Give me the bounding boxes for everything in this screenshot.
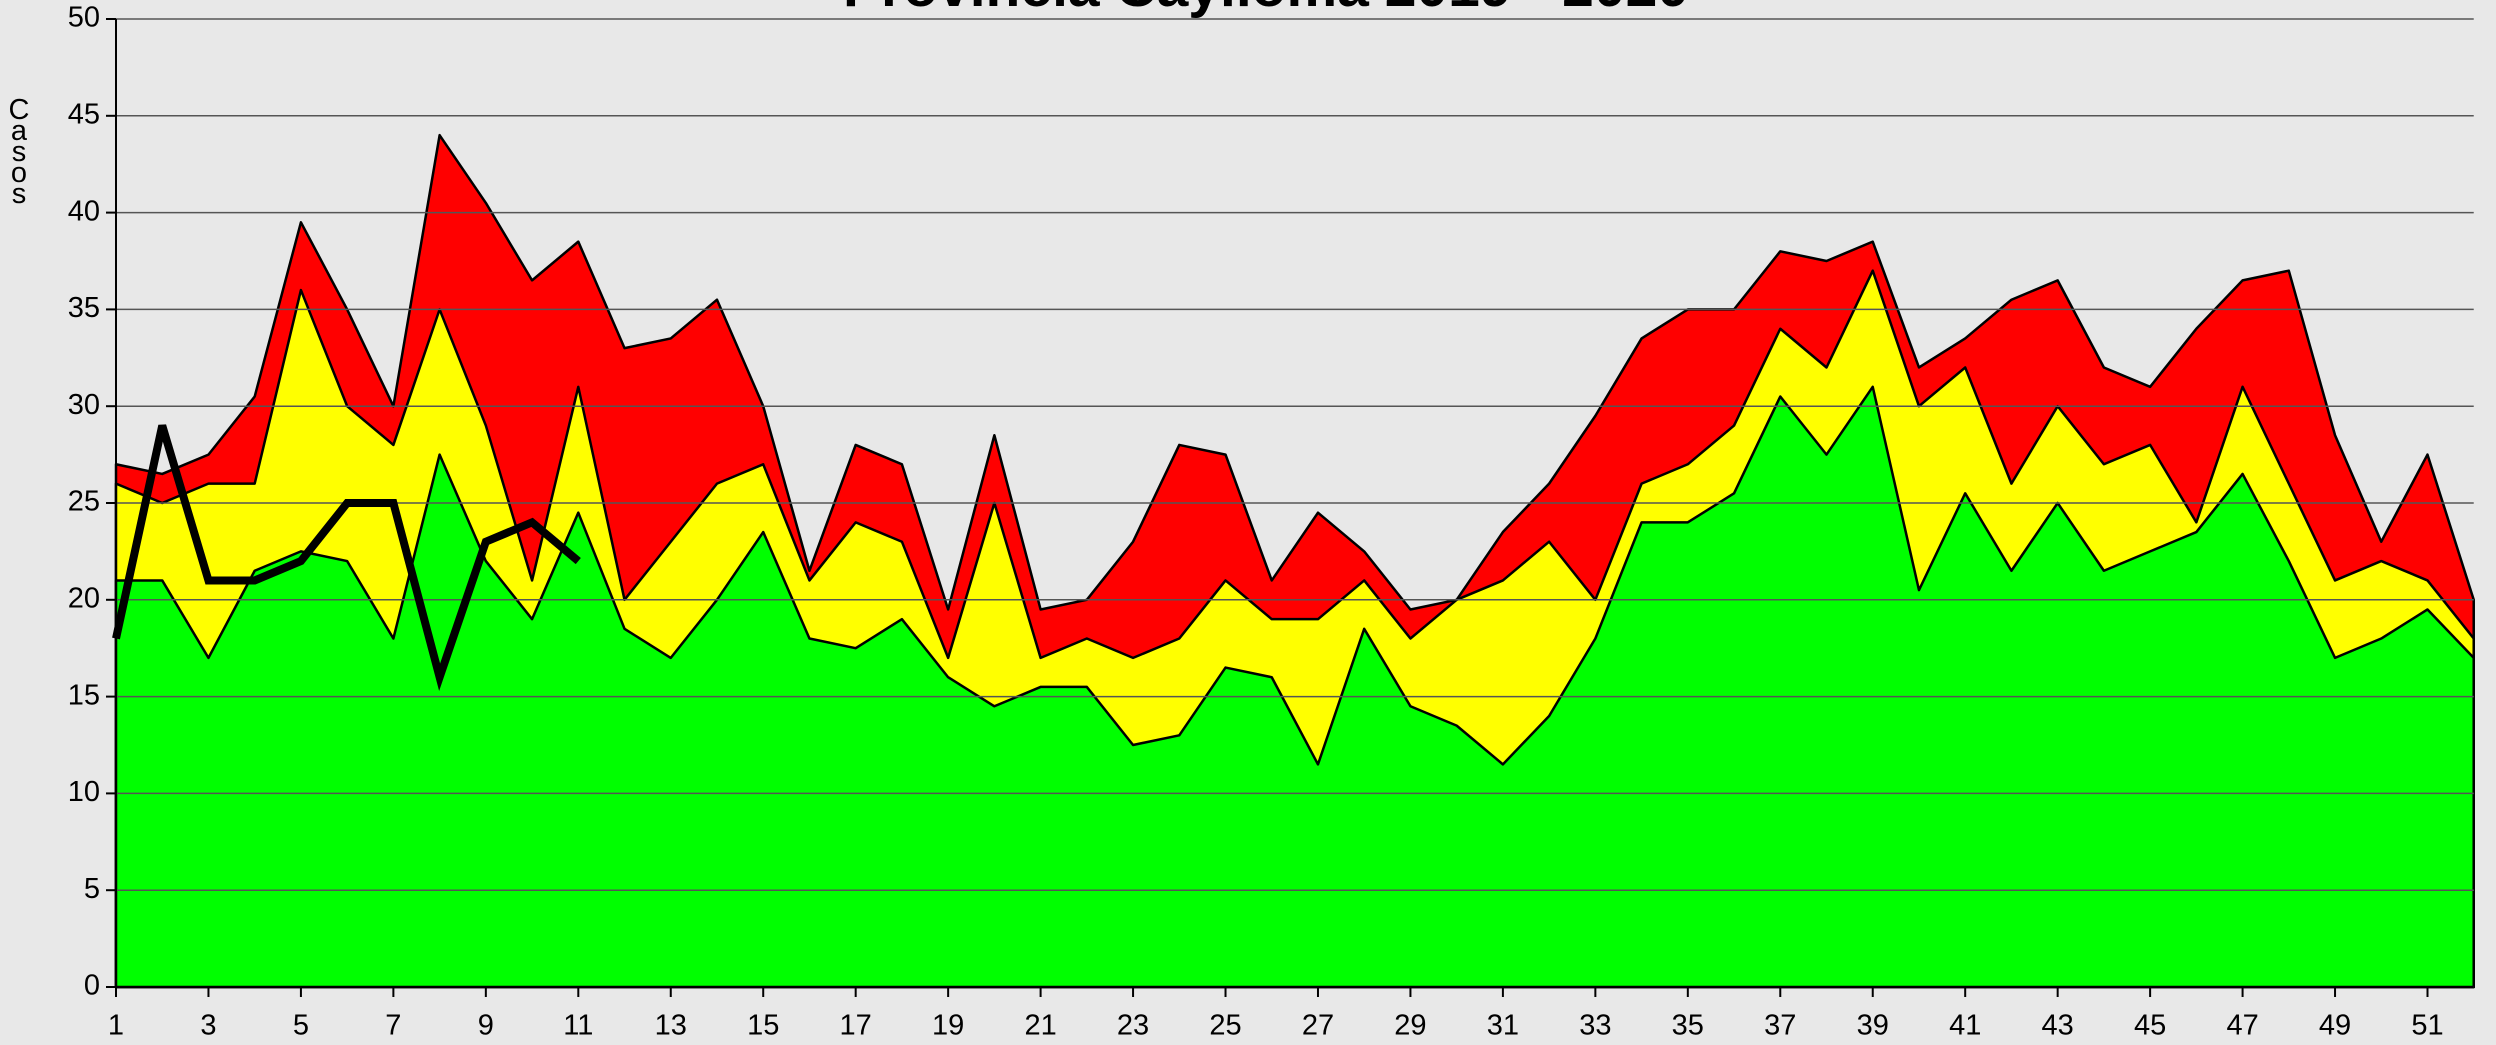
y-tick-label: 40 bbox=[68, 195, 100, 227]
y-tick-label: 50 bbox=[68, 2, 100, 34]
y-tick-label: 5 bbox=[84, 873, 100, 905]
x-tick-label: 39 bbox=[1857, 1010, 1889, 1042]
x-tick-label: 43 bbox=[2042, 1010, 2074, 1042]
x-tick-label: 21 bbox=[1024, 1010, 1056, 1042]
y-tick-label: 10 bbox=[68, 776, 100, 808]
x-tick-label: 5 bbox=[293, 1010, 309, 1042]
x-tick-label: 35 bbox=[1672, 1010, 1704, 1042]
x-tick-label: 29 bbox=[1394, 1010, 1426, 1042]
y-tick-label: 35 bbox=[68, 292, 100, 324]
y-axis-label-letter: a bbox=[11, 115, 28, 147]
x-tick-label: 25 bbox=[1209, 1010, 1241, 1042]
x-tick-label: 3 bbox=[200, 1010, 216, 1042]
x-tick-label: 41 bbox=[1949, 1010, 1981, 1042]
x-tick-label: 13 bbox=[655, 1010, 687, 1042]
y-tick-label: 20 bbox=[68, 582, 100, 614]
chart-title: Provincia Caylloma 2019 - 2020 bbox=[843, 0, 1689, 19]
line bbox=[112, 424, 581, 692]
y-axis-label-letter: s bbox=[12, 178, 27, 210]
x-tick-label: 37 bbox=[1764, 1010, 1796, 1042]
y-axis-label-letter: C bbox=[9, 94, 30, 126]
y-tick-label: 25 bbox=[68, 486, 100, 518]
x-tick-label: 1 bbox=[108, 1010, 124, 1042]
x-tick-label: 17 bbox=[840, 1010, 872, 1042]
area bbox=[114, 385, 2475, 989]
x-tick-label: 9 bbox=[478, 1010, 494, 1042]
x-tick-label: 7 bbox=[385, 1010, 401, 1042]
y-tick-label: 15 bbox=[68, 679, 100, 711]
x-tick-label: 47 bbox=[2226, 1010, 2258, 1042]
y-tick-label: 30 bbox=[68, 389, 100, 421]
x-tick-label: 27 bbox=[1302, 1010, 1334, 1042]
x-tick-label: 11 bbox=[563, 1010, 593, 1042]
x-tick-label: 23 bbox=[1117, 1010, 1149, 1042]
x-tick-label: 19 bbox=[932, 1010, 964, 1042]
x-tick-label: 51 bbox=[2411, 1010, 2443, 1042]
x-tick-label: 31 bbox=[1487, 1010, 1519, 1042]
y-tick-label: 0 bbox=[84, 970, 100, 1002]
x-tick-label: 49 bbox=[2319, 1010, 2351, 1042]
y-axis-label-letter: o bbox=[11, 157, 27, 189]
y-axis-label-letter: s bbox=[12, 136, 27, 168]
x-tick-label: 33 bbox=[1579, 1010, 1611, 1042]
x-tick-label: 45 bbox=[2134, 1010, 2166, 1042]
y-tick-label: 45 bbox=[68, 98, 100, 130]
x-tick-label: 15 bbox=[747, 1010, 779, 1042]
